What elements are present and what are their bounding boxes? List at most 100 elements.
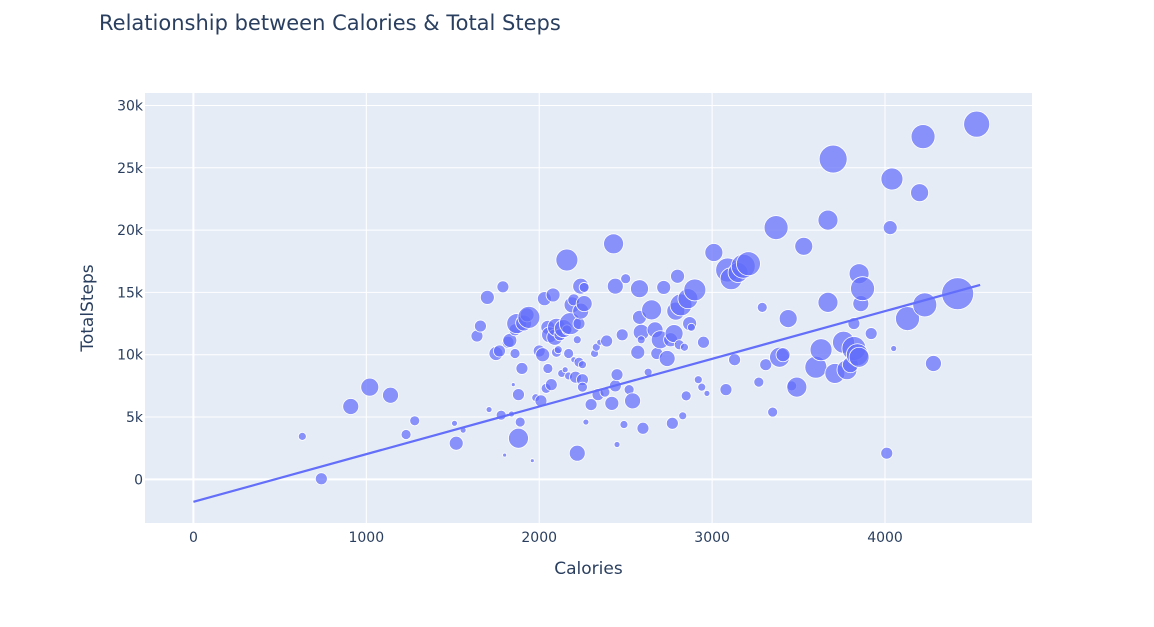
data-point-96	[636, 335, 646, 345]
trendline	[193, 283, 981, 503]
data-point-143	[809, 338, 833, 362]
data-point-119	[693, 375, 703, 385]
data-point-27	[512, 388, 525, 402]
data-point-70	[577, 381, 588, 393]
data-point-130	[736, 251, 761, 277]
data-point-26	[508, 427, 529, 449]
data-point-69	[578, 360, 587, 370]
data-point-145	[817, 209, 839, 231]
data-point-55	[563, 348, 575, 359]
x-axis-title: Calories	[554, 559, 623, 579]
data-point-8	[448, 435, 464, 451]
y-tick-label-2: 10k	[117, 348, 144, 364]
data-point-146	[818, 144, 848, 174]
data-point-124	[719, 383, 733, 397]
data-point-159	[880, 446, 894, 460]
data-point-137	[775, 347, 791, 363]
data-point-3	[360, 377, 380, 397]
data-point-4	[382, 386, 399, 404]
data-point-62	[572, 335, 582, 345]
data-point-140	[786, 376, 808, 398]
data-point-89	[620, 273, 632, 285]
data-point-17	[496, 280, 510, 294]
y-tick-label-0: 0	[134, 472, 143, 488]
data-point-23	[509, 348, 521, 359]
data-point-158	[864, 327, 878, 340]
data-point-97	[636, 421, 650, 435]
y-tick-label-6: 30k	[117, 98, 144, 114]
data-point-94	[630, 279, 649, 299]
data-point-13	[485, 406, 493, 413]
x-tick-label-0: 0	[189, 530, 198, 546]
data-point-144	[817, 291, 839, 313]
data-point-167	[925, 355, 942, 372]
data-point-141	[794, 236, 814, 256]
chart-title: Relationship between Calories & Total St…	[99, 11, 561, 35]
data-point-12	[479, 290, 495, 305]
data-point-28	[514, 416, 526, 428]
data-point-157	[850, 276, 875, 302]
data-point-169	[963, 110, 991, 138]
data-point-44	[545, 287, 561, 303]
data-point-82	[603, 233, 624, 255]
data-point-6	[409, 415, 421, 427]
x-tick-label-4: 4000	[867, 530, 903, 546]
data-point-134	[767, 406, 779, 418]
data-point-80	[600, 334, 614, 348]
data-point-133	[759, 358, 773, 372]
data-point-127	[728, 353, 742, 367]
data-point-99	[641, 299, 663, 321]
data-point-11	[474, 319, 487, 333]
data-point-160	[882, 220, 898, 236]
data-point-29	[515, 362, 529, 375]
data-point-15	[493, 344, 506, 358]
data-point-22	[510, 382, 516, 388]
y-axis-title: TotalSteps	[78, 264, 98, 352]
data-point-118	[683, 278, 707, 302]
data-point-162	[890, 345, 898, 352]
x-tick-labels: 0 1000 2000 3000 4000	[189, 530, 903, 546]
data-point-161	[880, 167, 904, 191]
data-point-164	[910, 183, 930, 203]
data-point-92	[630, 344, 646, 360]
data-point-123	[704, 243, 724, 262]
data-point-74	[584, 398, 598, 411]
data-point-168	[941, 277, 975, 311]
data-point-166	[912, 292, 938, 318]
data-point-71	[578, 282, 590, 293]
trendline-layer	[193, 283, 981, 503]
data-point-43	[544, 378, 558, 392]
data-point-165	[910, 124, 936, 150]
data-point-135	[763, 215, 789, 241]
data-point-40	[542, 363, 554, 374]
data-point-48	[553, 345, 563, 355]
data-point-113	[680, 342, 689, 352]
data-point-131	[753, 376, 765, 388]
y-tick-labels: 0 5k 10k 15k 20k 25k 30k	[117, 98, 144, 488]
data-point-138	[778, 309, 798, 328]
data-point-53	[555, 248, 579, 272]
data-point-112	[678, 411, 688, 421]
data-point-86	[613, 441, 621, 448]
data-point-18	[502, 452, 508, 458]
y-tick-label-1: 5k	[126, 410, 144, 426]
data-point-106	[665, 416, 679, 430]
data-point-104	[658, 350, 676, 367]
data-point-1	[314, 472, 328, 486]
data-point-0	[297, 431, 307, 441]
data-points	[297, 110, 991, 486]
y-tick-label-4: 20k	[117, 223, 144, 239]
data-point-85	[610, 368, 624, 382]
data-point-117	[686, 322, 696, 332]
data-point-65	[572, 317, 586, 330]
x-tick-label-3: 3000	[694, 530, 730, 546]
x-tick-label-1: 1000	[348, 530, 384, 546]
data-point-63	[568, 444, 586, 462]
data-point-154	[848, 346, 870, 368]
data-point-73	[582, 418, 590, 426]
data-point-33	[529, 458, 535, 464]
data-point-109	[670, 268, 685, 284]
data-point-120	[697, 382, 707, 392]
data-point-52	[561, 366, 569, 374]
y-tick-label-3: 15k	[117, 285, 144, 301]
